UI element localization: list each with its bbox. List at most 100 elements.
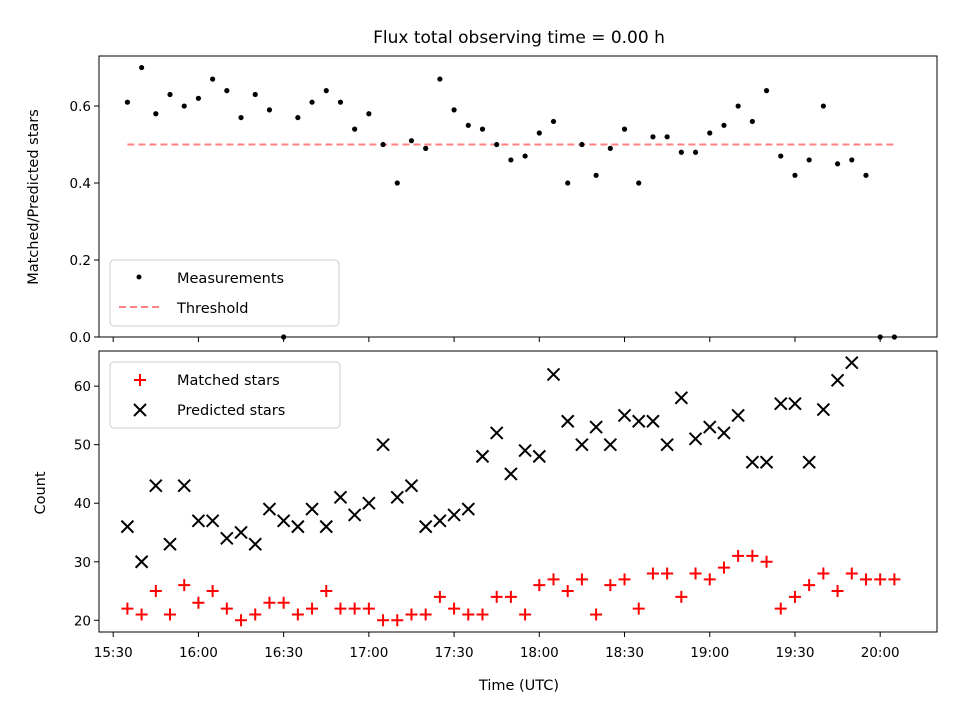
matched-stars-point (774, 602, 787, 615)
measurement-point (465, 122, 471, 128)
measurement-point (792, 172, 798, 178)
measurement-point (494, 141, 500, 148)
predicted-stars-point (120, 519, 135, 534)
x-tick-label: 19:30 (776, 645, 815, 661)
predicted-stars-point (617, 408, 632, 423)
measurement-point (621, 126, 628, 132)
predicted-stars-point (589, 420, 603, 434)
matched-stars-point (788, 590, 801, 603)
measurement-point (593, 172, 599, 178)
predicted-stars-point (632, 414, 646, 428)
measurement-point (451, 107, 457, 113)
matched-stars-point (235, 614, 248, 627)
bottom-y-axis-label: Count (33, 471, 49, 514)
matched-stars-point (831, 585, 844, 598)
measurement-point (252, 91, 258, 98)
matched-stars-point (306, 602, 319, 615)
bottom-y-tick-label: 40 (74, 496, 91, 512)
matched-stars-point (490, 590, 503, 603)
matched-stars-point (888, 573, 901, 586)
matched-stars-point (263, 596, 276, 609)
matched-stars-point (859, 573, 872, 586)
matched-stars-point (504, 590, 517, 603)
chart-title: Flux total observing time = 0.00 h (373, 28, 665, 48)
x-tick-label: 15:30 (94, 645, 133, 661)
predicted-stars-point (717, 426, 731, 440)
measurement-point (820, 103, 826, 109)
x-tick-label: 17:00 (349, 645, 388, 661)
predicted-stars-point (532, 449, 547, 464)
predicted-stars-point (362, 496, 376, 510)
measurement-point (210, 76, 216, 82)
matched-stars-point (419, 608, 432, 621)
predicted-stars-point (291, 519, 305, 534)
measurement-point (763, 88, 770, 94)
x-tick-label: 16:30 (264, 645, 303, 661)
top-y-tick-label: 0.2 (70, 253, 91, 269)
top-y-tick-label: 0.4 (70, 176, 91, 192)
predicted-stars-point (163, 537, 177, 551)
predicted-stars-point (191, 514, 206, 528)
matched-stars-legend-label: Matched stars (177, 373, 280, 389)
x-tick-label: 20:00 (861, 645, 900, 661)
measurement-point (408, 138, 415, 144)
predicted-stars-point (830, 373, 845, 387)
matched-stars-point (590, 608, 603, 621)
measurement-point (664, 134, 670, 140)
matched-stars-point (732, 549, 745, 562)
measurement-point (778, 153, 784, 159)
x-tick-label: 18:00 (520, 645, 559, 661)
measurement-point (181, 103, 187, 109)
predicted-stars-point (333, 490, 348, 505)
matched-stars-point (277, 596, 290, 609)
predicted-stars-point (248, 537, 262, 551)
matched-stars-point (519, 608, 532, 621)
bottom-y-tick-label: 60 (74, 379, 91, 395)
predicted-stars-point (518, 443, 532, 458)
measurements-legend-marker (136, 274, 142, 280)
predicted-stars-point (646, 414, 660, 428)
predicted-stars-point (745, 455, 760, 469)
matched-stars-point (547, 573, 560, 586)
measurement-point (479, 126, 486, 132)
predicted-stars-point (347, 508, 362, 522)
x-tick-label: 16:00 (179, 645, 218, 661)
measurement-point (721, 122, 727, 128)
predicted-stars-point (575, 437, 589, 452)
bottom-y-tick-label: 20 (74, 613, 91, 629)
matched-stars-point (249, 608, 262, 621)
matched-stars-point (164, 608, 177, 621)
measurement-point (607, 145, 613, 151)
bottom-axes-frame (98, 350, 938, 633)
matched-stars-point (703, 573, 716, 586)
top-plot-area: 0.0 0.2 0.4 0.6 (70, 64, 897, 346)
matched-stars-legend-marker (134, 374, 146, 386)
measurement-point (536, 130, 542, 136)
predicted-stars-point (376, 437, 390, 452)
matched-stars-point (632, 602, 645, 615)
matched-stars-point (462, 608, 475, 621)
bottom-legend-box (109, 361, 341, 429)
measurement-point (380, 141, 386, 148)
matched-stars-point (746, 549, 759, 562)
predicted-stars-point (461, 502, 475, 516)
matched-stars-point (618, 573, 631, 586)
measurement-point (565, 180, 571, 186)
predicted-stars-point (177, 478, 191, 493)
matched-stars-point (178, 579, 191, 592)
matched-stars-point (192, 596, 205, 609)
measurement-point (195, 95, 202, 101)
measurement-point (394, 180, 400, 186)
measurement-point (423, 145, 429, 151)
predicted-stars-point (475, 449, 490, 464)
predicted-stars-point (802, 455, 816, 469)
matched-stars-point (448, 602, 461, 615)
predicted-stars-point (262, 502, 277, 516)
top-panel: Flux total observing time = 0.00 h Match… (26, 28, 938, 346)
top-y-axis-label: Matched/Predicted stars (26, 109, 42, 285)
top-axes-frame (98, 55, 938, 338)
measurement-point (692, 149, 699, 155)
measurement-point (579, 141, 585, 148)
matched-stars-point (476, 608, 489, 621)
